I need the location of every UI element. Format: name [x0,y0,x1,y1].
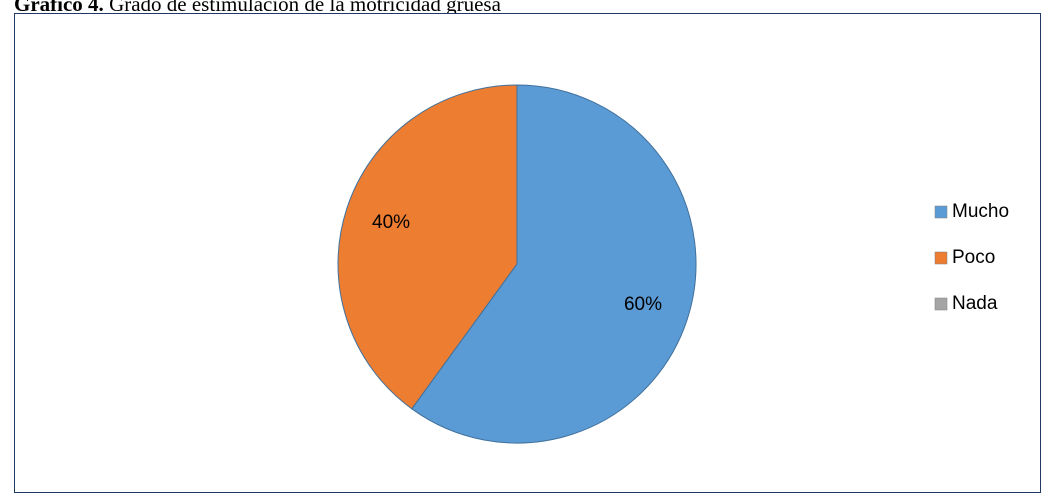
figure-caption: Gráfico 4. Grado de estimulación de la m… [14,0,501,15]
caption-prefix: Gráfico 4. [14,0,104,16]
legend-swatch-mucho [934,205,948,219]
pie-data-labels: 60% 40% [372,212,662,315]
caption-text: Grado de estimulación de la motricidad g… [103,0,501,16]
data-label-poco: 40% [372,212,410,233]
chart-legend: Mucho Poco Nada [934,201,1009,314]
legend-label-mucho: Mucho [952,201,1009,222]
legend-swatch-nada [934,297,948,311]
pie-slice-poco [337,84,518,410]
pie-slices [337,84,697,444]
chart-area: 60% 40% Mucho Poco Nada [14,13,1041,493]
pie-chart: 60% 40% Mucho Poco Nada [337,84,1009,444]
legend-label-nada: Nada [952,293,998,314]
legend-label-poco: Poco [952,247,995,268]
data-label-mucho: 60% [624,294,662,315]
legend-swatch-poco [934,251,948,265]
pie-slice-mucho [411,84,697,444]
